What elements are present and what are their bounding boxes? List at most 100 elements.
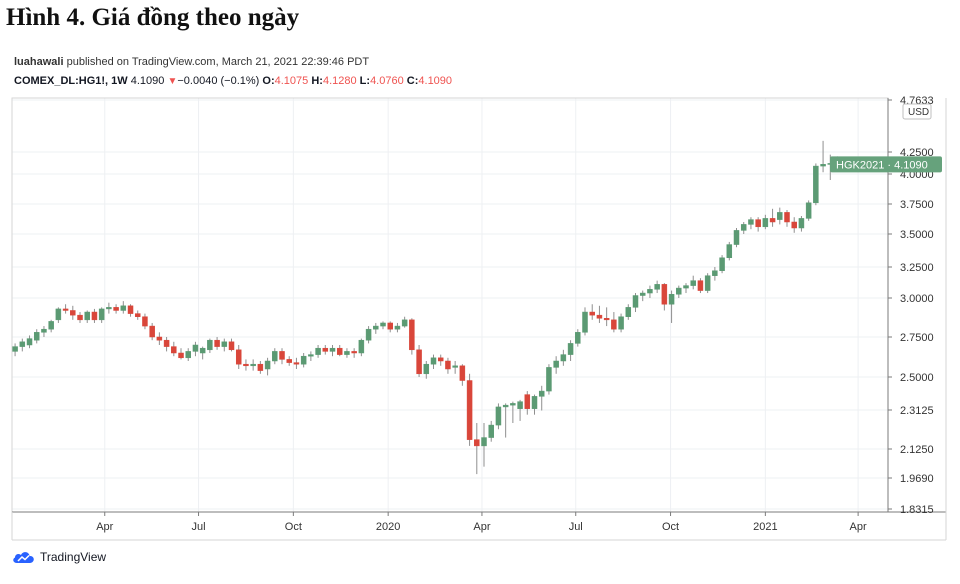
candle [98, 308, 105, 321]
candle [120, 305, 127, 311]
candle [41, 328, 47, 333]
candle [517, 401, 523, 409]
candle [704, 275, 711, 291]
candle [401, 319, 408, 327]
candle [625, 307, 632, 317]
candle [676, 287, 682, 295]
high-value: 4.1280 [322, 75, 357, 87]
price-change: −0.0040 (−0.1%) [177, 75, 260, 87]
low-value: 4.0760 [370, 75, 404, 87]
published-line: luahawali published on TradingView.com, … [14, 56, 369, 68]
candle [755, 219, 761, 228]
x-tick-label: Apr [473, 521, 490, 533]
candle [329, 347, 336, 352]
x-tick-label: Oct [285, 521, 302, 533]
candle [250, 363, 256, 367]
candle [199, 347, 206, 354]
brand-name: TradingView [40, 550, 107, 564]
candle [228, 341, 235, 351]
candle [293, 362, 300, 365]
candle [813, 165, 819, 204]
candle [784, 212, 790, 223]
candle [192, 344, 199, 352]
candle [639, 292, 646, 296]
candle [459, 365, 466, 381]
candle [524, 394, 531, 409]
tradingview-cloud-icon [13, 552, 34, 563]
candle [445, 360, 451, 370]
symbol-legend: COMEX_DL:HG1!, 1W 4.1090 ▼−0.0040 (−0.1%… [14, 75, 452, 87]
candle [762, 218, 769, 228]
x-tick-label: Jul [569, 521, 583, 533]
y-tick-label: 1.9690 [900, 473, 934, 485]
candle [308, 354, 314, 357]
candle [235, 349, 242, 365]
plot-frame [11, 97, 889, 513]
symbol-name[interactable]: COMEX_DL:HG1!, 1W [14, 75, 128, 87]
candle [820, 164, 826, 167]
candle [373, 325, 379, 330]
candle [546, 367, 552, 392]
candle [55, 308, 62, 321]
unit-label: USD [908, 107, 929, 118]
x-tick-label: 2020 [376, 521, 400, 533]
author-name[interactable]: luahawali [14, 56, 64, 68]
candle [654, 284, 660, 290]
candle [430, 357, 437, 365]
last-price: 4.1090 [130, 75, 165, 87]
candle [77, 314, 83, 321]
candle [243, 363, 249, 367]
candle [495, 406, 502, 426]
candle [423, 363, 430, 375]
candle [560, 354, 567, 362]
candle [712, 270, 718, 276]
x-tick-label: Oct [662, 521, 679, 533]
candle [171, 346, 177, 354]
candle [387, 322, 393, 330]
high-label: H: [311, 75, 323, 87]
candle [538, 390, 545, 397]
candle [91, 311, 98, 321]
candle [553, 360, 559, 368]
candle [127, 305, 134, 314]
candle [142, 316, 148, 327]
candle [740, 224, 747, 231]
candle [336, 347, 343, 355]
candle [690, 280, 696, 286]
candle [452, 365, 458, 368]
open-value: 4.1075 [274, 75, 309, 87]
figure-title: Hình 4. Giá đồng theo ngày [6, 4, 300, 31]
x-tick-label: Apr [96, 521, 113, 533]
candle [582, 311, 588, 333]
candle [611, 319, 617, 330]
candle [805, 202, 812, 219]
candle [12, 346, 18, 352]
open-label: O: [262, 75, 275, 87]
candle [683, 285, 689, 289]
price-label: HGK2021 · 4.1090 [836, 159, 928, 171]
candle [365, 328, 372, 341]
candle [70, 310, 76, 316]
candle [510, 403, 516, 406]
y-tick-label: 4.2500 [900, 147, 934, 159]
candle [618, 316, 624, 330]
candle [26, 338, 33, 346]
candle [178, 352, 184, 359]
tradingview-brand[interactable]: TradingView [12, 550, 106, 564]
candle [264, 360, 271, 370]
candle [437, 357, 444, 362]
candle [163, 339, 170, 347]
candle [474, 439, 480, 447]
candle [84, 311, 90, 321]
candle [322, 347, 329, 352]
candle [531, 396, 538, 409]
candle [214, 339, 220, 347]
candle [589, 311, 595, 316]
candle [647, 289, 653, 294]
candle [719, 257, 725, 271]
unit-badge [902, 103, 932, 120]
candle [409, 319, 415, 351]
y-tick-label: 2.7500 [900, 332, 934, 344]
candle [416, 349, 422, 375]
